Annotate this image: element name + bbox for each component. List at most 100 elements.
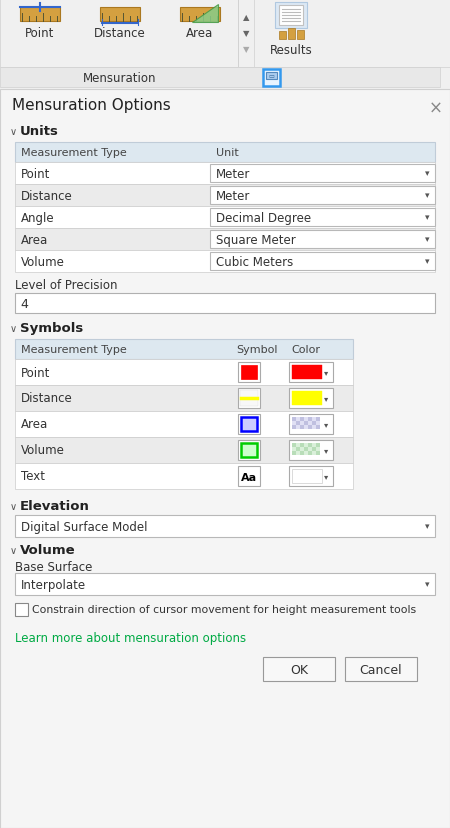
Bar xyxy=(210,187,435,205)
Bar xyxy=(316,421,320,426)
Text: Distance: Distance xyxy=(21,190,73,202)
Bar xyxy=(20,8,60,22)
Text: Area: Area xyxy=(21,418,48,431)
Bar xyxy=(296,417,300,421)
Text: Distance: Distance xyxy=(21,392,73,405)
Bar xyxy=(292,451,296,455)
Bar xyxy=(238,0,239,68)
Bar xyxy=(0,90,450,828)
Bar xyxy=(289,440,333,460)
Bar xyxy=(292,447,296,451)
Text: Learn more about mensuration options: Learn more about mensuration options xyxy=(15,631,246,644)
Bar xyxy=(238,415,260,435)
Text: Cubic Meters: Cubic Meters xyxy=(216,255,293,268)
Text: Decimal Degree: Decimal Degree xyxy=(216,211,311,224)
Text: ▾: ▾ xyxy=(425,191,429,200)
Text: Level of Precision: Level of Precision xyxy=(15,279,117,291)
Bar xyxy=(316,451,320,455)
Bar xyxy=(15,142,435,163)
Bar xyxy=(308,451,312,455)
Text: Mensuration Options: Mensuration Options xyxy=(12,98,171,113)
Bar xyxy=(292,417,296,421)
Bar xyxy=(292,421,296,426)
Bar xyxy=(292,469,322,484)
Bar xyxy=(279,6,303,26)
Bar xyxy=(279,32,286,40)
Bar xyxy=(289,466,333,486)
Bar xyxy=(241,365,257,379)
Bar xyxy=(296,447,300,451)
Text: Volume: Volume xyxy=(21,444,65,457)
Text: Mensuration: Mensuration xyxy=(83,71,157,84)
Text: ×: × xyxy=(429,100,443,118)
Bar xyxy=(308,444,312,447)
Text: ∨: ∨ xyxy=(10,502,17,512)
Bar xyxy=(289,415,333,435)
Bar xyxy=(15,412,353,437)
Bar xyxy=(15,229,435,251)
Text: Elevation: Elevation xyxy=(20,499,90,513)
Bar xyxy=(292,365,322,379)
Bar xyxy=(292,392,322,406)
Bar xyxy=(15,604,28,616)
Bar xyxy=(266,73,277,80)
Bar xyxy=(316,444,320,447)
Bar xyxy=(238,0,254,68)
Bar xyxy=(296,421,300,426)
Bar xyxy=(0,0,450,68)
Bar xyxy=(316,426,320,430)
Bar xyxy=(210,165,435,183)
Text: Meter: Meter xyxy=(216,190,250,202)
Bar xyxy=(240,391,258,407)
Text: ▾: ▾ xyxy=(425,235,429,244)
Bar xyxy=(304,421,308,426)
Bar xyxy=(312,444,316,447)
Text: ▾: ▾ xyxy=(425,169,429,178)
Text: Digital Surface Model: Digital Surface Model xyxy=(21,520,148,533)
Text: Constrain direction of cursor movement for height measurement tools: Constrain direction of cursor movement f… xyxy=(32,604,416,614)
Text: Cancel: Cancel xyxy=(360,662,402,676)
Bar xyxy=(297,31,304,40)
Bar xyxy=(312,421,316,426)
Bar xyxy=(15,339,353,359)
Bar xyxy=(15,515,435,537)
Bar xyxy=(300,447,304,451)
Bar xyxy=(275,3,307,29)
Bar xyxy=(316,417,320,421)
Bar xyxy=(15,185,435,207)
Bar xyxy=(312,447,316,451)
Text: Units: Units xyxy=(20,125,59,137)
Bar xyxy=(300,426,304,430)
Bar xyxy=(241,444,257,457)
Text: Text: Text xyxy=(21,470,45,483)
Bar xyxy=(238,440,260,460)
Text: ∨: ∨ xyxy=(10,546,17,556)
Bar xyxy=(15,359,353,386)
Text: Area: Area xyxy=(186,27,214,40)
Text: ▾: ▾ xyxy=(425,214,429,222)
Bar xyxy=(15,251,435,272)
Text: ∨: ∨ xyxy=(10,324,17,334)
Bar xyxy=(300,421,304,426)
Text: Square Meter: Square Meter xyxy=(216,233,296,246)
Text: ▼: ▼ xyxy=(243,30,249,38)
Text: Interpolate: Interpolate xyxy=(21,578,86,591)
Text: Aa: Aa xyxy=(241,473,257,483)
Text: Symbols: Symbols xyxy=(20,321,83,335)
Bar xyxy=(308,421,312,426)
Bar xyxy=(304,426,308,430)
Bar xyxy=(180,8,220,22)
Bar xyxy=(304,447,308,451)
Text: Volume: Volume xyxy=(21,255,65,268)
Text: Distance: Distance xyxy=(94,27,146,40)
Polygon shape xyxy=(192,5,218,23)
Text: ▾: ▾ xyxy=(324,446,328,455)
Bar xyxy=(296,444,300,447)
Text: ▾: ▾ xyxy=(425,580,429,589)
Text: Color: Color xyxy=(291,344,320,354)
Bar xyxy=(289,388,333,408)
Text: Point: Point xyxy=(21,366,50,379)
Bar xyxy=(210,231,435,248)
Bar xyxy=(304,444,308,447)
Bar xyxy=(292,444,296,447)
